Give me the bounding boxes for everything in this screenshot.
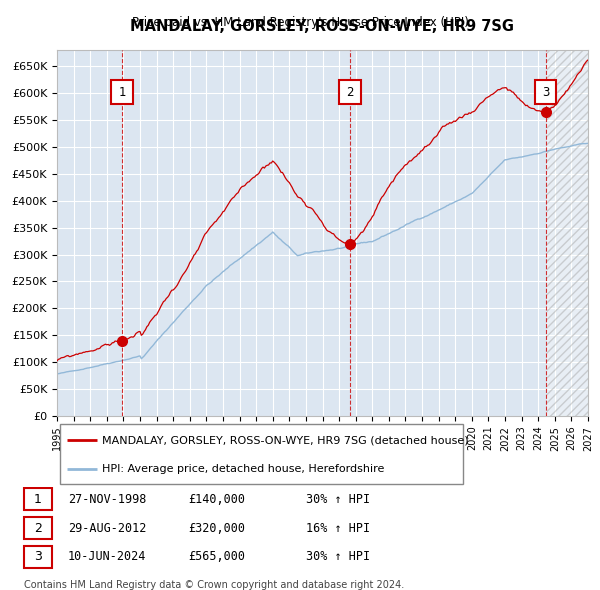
Text: 30% ↑ HPI: 30% ↑ HPI [306,493,370,506]
Text: £140,000: £140,000 [188,493,245,506]
Text: MANDALAY, GORSLEY, ROSS-ON-WYE, HR9 7SG (detached house): MANDALAY, GORSLEY, ROSS-ON-WYE, HR9 7SG … [102,435,469,445]
Text: 29-AUG-2012: 29-AUG-2012 [68,522,146,535]
Text: 1: 1 [34,493,42,506]
Text: £320,000: £320,000 [188,522,245,535]
Title: MANDALAY, GORSLEY, ROSS-ON-WYE, HR9 7SG: MANDALAY, GORSLEY, ROSS-ON-WYE, HR9 7SG [131,19,515,34]
Text: 10-JUN-2024: 10-JUN-2024 [68,550,146,563]
Text: 27-NOV-1998: 27-NOV-1998 [68,493,146,506]
Text: £565,000: £565,000 [188,550,245,563]
Text: 1: 1 [118,86,126,99]
Text: 30% ↑ HPI: 30% ↑ HPI [306,550,370,563]
Text: HPI: Average price, detached house, Herefordshire: HPI: Average price, detached house, Here… [102,464,385,474]
Text: 16% ↑ HPI: 16% ↑ HPI [306,522,370,535]
Text: Contains HM Land Registry data © Crown copyright and database right 2024.: Contains HM Land Registry data © Crown c… [24,579,404,589]
FancyBboxPatch shape [111,80,133,104]
Text: 2: 2 [34,522,42,535]
FancyBboxPatch shape [24,546,52,568]
FancyBboxPatch shape [24,488,52,510]
FancyBboxPatch shape [339,80,361,104]
Text: 3: 3 [542,86,549,99]
Text: 3: 3 [34,550,42,563]
Text: 2: 2 [346,86,354,99]
FancyBboxPatch shape [535,80,556,104]
FancyBboxPatch shape [24,517,52,539]
FancyBboxPatch shape [59,424,463,484]
Text: Price paid vs. HM Land Registry's House Price Index (HPI): Price paid vs. HM Land Registry's House … [131,16,469,29]
